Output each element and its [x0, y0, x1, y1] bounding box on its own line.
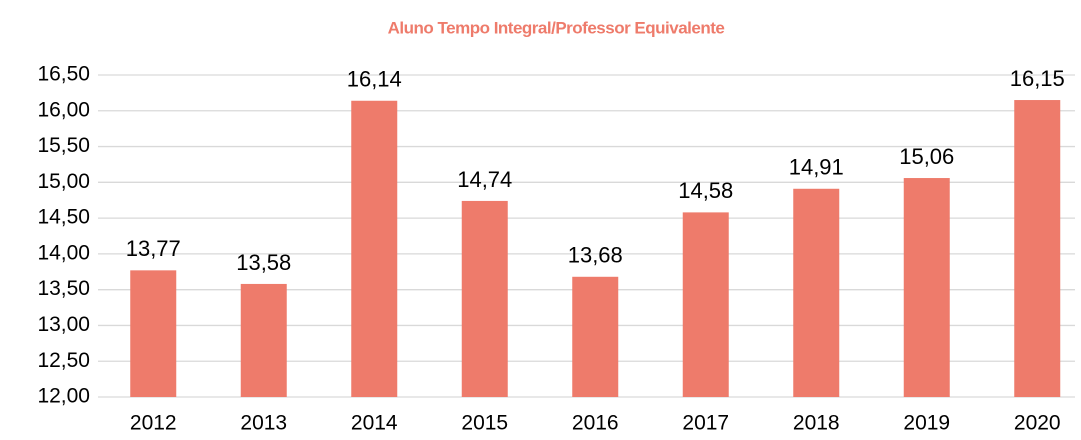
- bar: [572, 276, 619, 397]
- value-label: 13,58: [236, 250, 291, 275]
- y-tick-label: 14,50: [37, 206, 90, 229]
- bar: [351, 100, 398, 397]
- y-tick-label: 13,50: [37, 277, 90, 300]
- value-label: 16,14: [347, 67, 402, 92]
- bar: [240, 283, 287, 397]
- x-tick-label: 2014: [351, 412, 398, 435]
- value-label: 16,15: [1010, 66, 1065, 91]
- value-label: 14,58: [678, 178, 733, 203]
- bar: [461, 200, 508, 397]
- chart-title: Aluno Tempo Integral/Professor Equivalen…: [388, 18, 725, 37]
- y-tick-label: 14,00: [37, 241, 90, 264]
- bar: [793, 188, 840, 397]
- x-tick-label: 2018: [793, 412, 840, 435]
- value-label: 13,68: [568, 243, 623, 268]
- x-tick-label: 2020: [1014, 412, 1061, 435]
- bar: [682, 212, 729, 397]
- value-label: 13,77: [126, 236, 181, 261]
- value-label: 15,06: [899, 144, 954, 169]
- x-tick-label: 2012: [130, 412, 177, 435]
- x-tick-label: 2013: [240, 412, 287, 435]
- value-label: 14,91: [789, 155, 844, 180]
- bar: [1014, 100, 1061, 398]
- x-tick-label: 2019: [903, 412, 950, 435]
- bar: [130, 270, 177, 397]
- y-tick-label: 16,00: [37, 98, 90, 121]
- y-tick-label: 15,50: [37, 134, 90, 157]
- x-tick-label: 2017: [682, 412, 729, 435]
- bar: [903, 178, 950, 397]
- x-tick-label: 2016: [572, 412, 619, 435]
- y-tick-label: 12,00: [37, 385, 90, 408]
- value-label: 14,74: [457, 167, 512, 192]
- y-tick-label: 12,50: [37, 349, 90, 372]
- y-tick-label: 13,00: [37, 313, 90, 336]
- x-tick-label: 2015: [461, 412, 508, 435]
- y-tick-label: 16,50: [37, 63, 90, 86]
- y-tick-label: 15,00: [37, 170, 90, 193]
